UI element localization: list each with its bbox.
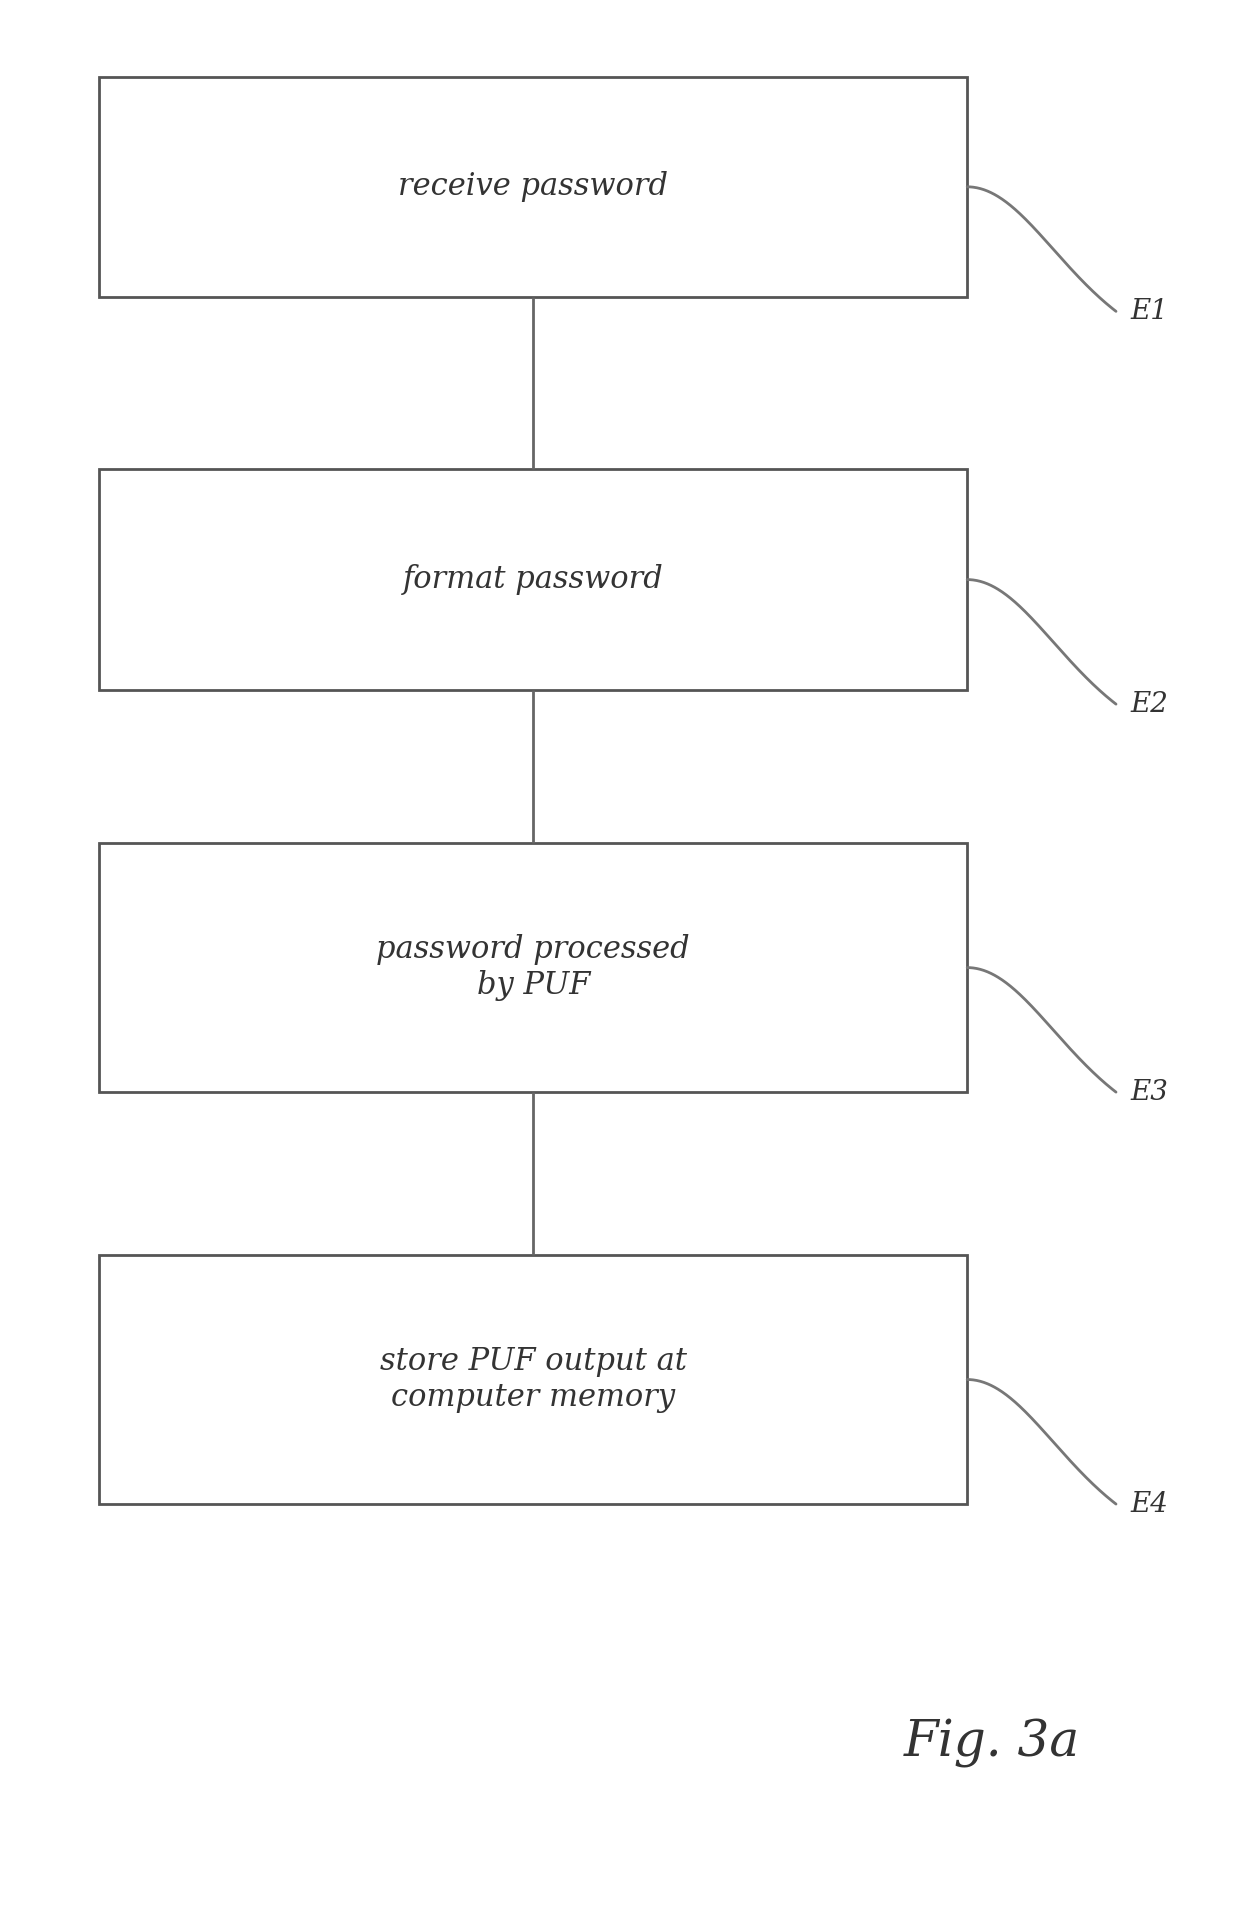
- Bar: [99, 469, 967, 690]
- Text: E2: E2: [1131, 690, 1169, 718]
- Text: Fig. 3a: Fig. 3a: [904, 1719, 1080, 1768]
- Text: E4: E4: [1131, 1491, 1169, 1517]
- Text: E1: E1: [1131, 297, 1169, 326]
- Bar: [99, 77, 967, 297]
- Text: E3: E3: [1131, 1079, 1169, 1106]
- Bar: [99, 843, 967, 1092]
- Text: receive password: receive password: [398, 171, 668, 203]
- Bar: [99, 1255, 967, 1504]
- Text: format password: format password: [403, 563, 663, 596]
- Text: password processed
by PUF: password processed by PUF: [377, 935, 689, 1000]
- Text: store PUF output at
computer memory: store PUF output at computer memory: [379, 1347, 687, 1412]
